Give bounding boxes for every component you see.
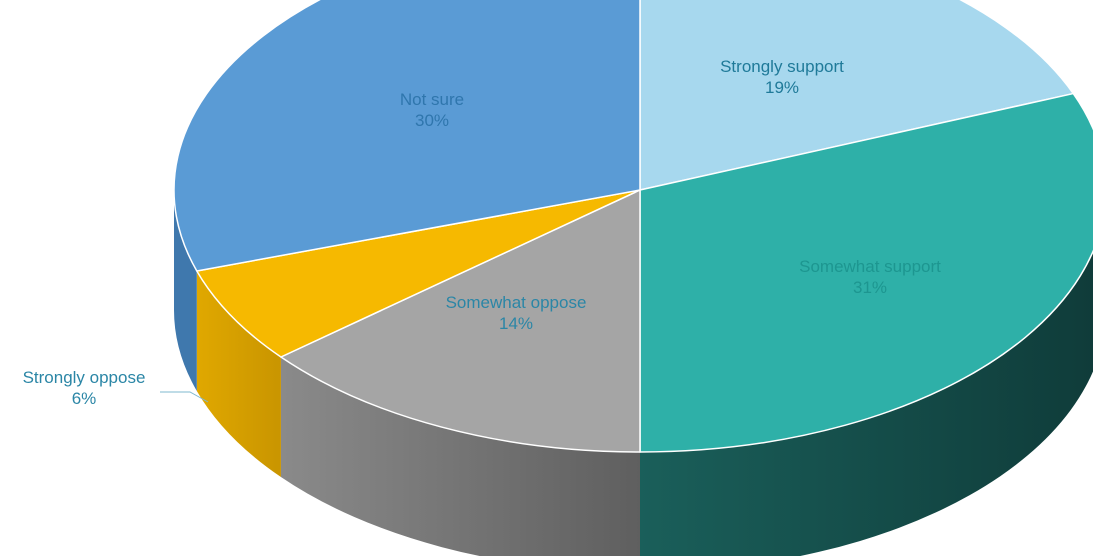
slice-label: Somewhat oppose — [446, 293, 587, 312]
slice-value-label: 31% — [853, 278, 887, 297]
slice-label: Not sure — [400, 90, 464, 109]
slice-label: Strongly oppose — [23, 368, 146, 387]
slice-value-label: 6% — [72, 389, 97, 408]
slice-label: Strongly support — [720, 57, 844, 76]
slice-value-label: 30% — [415, 111, 449, 130]
slice-value-label: 14% — [499, 314, 533, 333]
slice-label: Somewhat support — [799, 257, 941, 276]
slice-value-label: 19% — [765, 78, 799, 97]
